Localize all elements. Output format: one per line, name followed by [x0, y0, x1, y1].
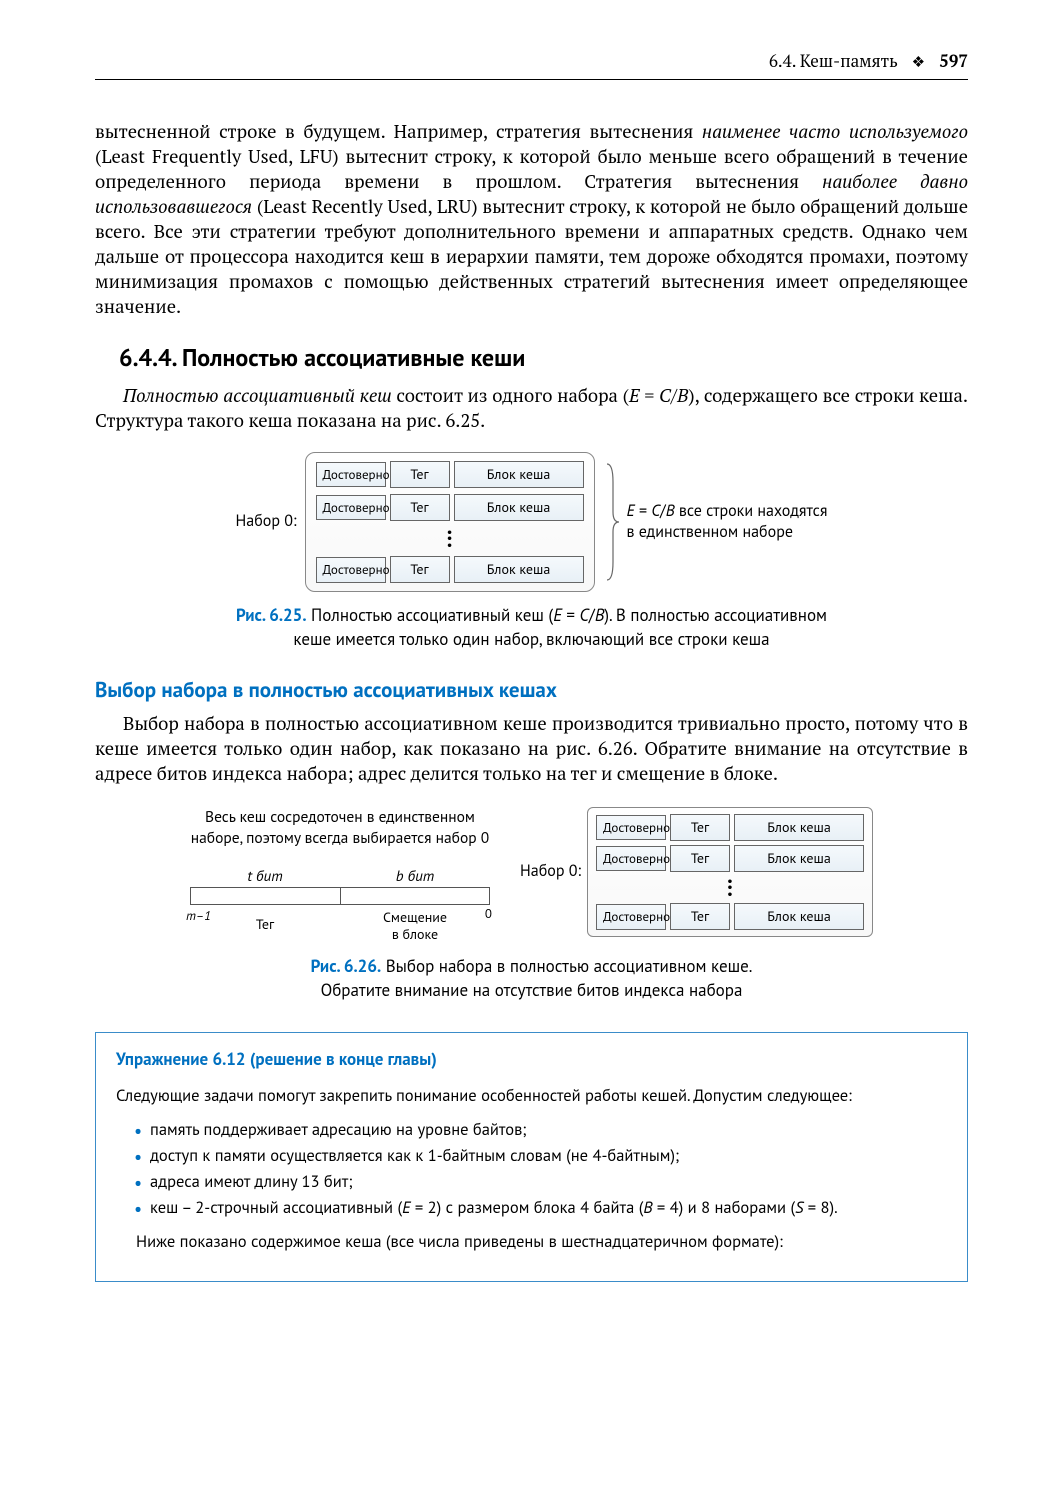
fig626-left-text: Весь кеш сосредоточен в единственном наб…: [190, 807, 490, 849]
list-item: адреса имеют длину 13 бит;: [134, 1170, 947, 1194]
exercise-outro: Ниже показано содержимое кеша (все числа…: [116, 1230, 947, 1254]
exercise-intro: Следующие задачи помогут закрепить поним…: [116, 1084, 947, 1108]
cache-line: Достоверно Тег Блок кеша: [596, 814, 864, 841]
fig625-side-text: E = C/B все строки находятсяв единственн…: [627, 501, 828, 543]
paragraph-3: Выбор набора в полностью ассоциативном к…: [95, 712, 968, 787]
fig625-caption: Рис. 6.25. Полностью ассоциативный кеш (…: [95, 604, 968, 652]
address-layout: t бит b бит m–1 Тег Смещениев блоке 0: [190, 867, 490, 943]
fig625-set-box: Достоверно Тег Блок кеша Достоверно Тег …: [305, 452, 595, 592]
paragraph-2: Полностью ассоциативный кеш состоит из о…: [95, 384, 968, 434]
brace-icon: [603, 462, 621, 582]
heading-selection: Выбор набора в полностью ассоциативных к…: [95, 676, 968, 704]
fig625-set-label: Набор 0:: [236, 511, 297, 533]
list-item: кеш – 2-строчный ассоциативный (E = 2) с…: [134, 1196, 947, 1220]
fig626-right: Набор 0: Достоверно Тег Блок кеша Достов…: [520, 807, 873, 937]
heading-644: 6.4.4. Полностью ассоциативные кеши: [119, 342, 968, 374]
cache-line: Достоверно Тег Блок кеша: [316, 461, 584, 488]
paragraph-1: вытесненной строке в будущем. Например, …: [95, 120, 968, 320]
exercise-title: Упражнение 6.12 (решение в конце главы): [116, 1047, 947, 1072]
page-number: 597: [939, 49, 968, 72]
page-header: 6.4. Кеш-память ❖ 597: [95, 50, 968, 80]
header-section: 6.4. Кеш-память: [769, 49, 898, 72]
fig626-set-label: Набор 0:: [520, 861, 581, 883]
cache-line: Достоверно Тег Блок кеша: [596, 845, 864, 872]
vdots: •••: [447, 527, 453, 551]
cache-line: Достоверно Тег Блок кеша: [596, 903, 864, 930]
figure-6-25: Набор 0: Достоверно Тег Блок кеша Достов…: [95, 452, 968, 592]
fig626-caption: Рис. 6.26. Выбор набора в полностью ассо…: [95, 955, 968, 1003]
cache-line: Достоверно Тег Блок кеша: [316, 556, 584, 583]
cache-line: Достоверно Тег Блок кеша: [316, 494, 584, 521]
vdots: •••: [727, 876, 733, 900]
list-item: память поддерживает адресацию на уровне …: [134, 1118, 947, 1142]
exercise-list: память поддерживает адресацию на уровне …: [116, 1118, 947, 1220]
header-sep: ❖: [912, 52, 925, 72]
list-item: доступ к памяти осуществляется как к 1-б…: [134, 1144, 947, 1168]
fig625-brace: E = C/B все строки находятсяв единственн…: [603, 462, 828, 582]
fig626-set-box: Достоверно Тег Блок кеша Достоверно Тег …: [587, 807, 873, 937]
fig626-left: Весь кеш сосредоточен в единственном наб…: [190, 807, 490, 943]
figure-6-26: Весь кеш сосредоточен в единственном наб…: [95, 807, 968, 943]
exercise-6-12: Упражнение 6.12 (решение в конце главы) …: [95, 1032, 968, 1282]
